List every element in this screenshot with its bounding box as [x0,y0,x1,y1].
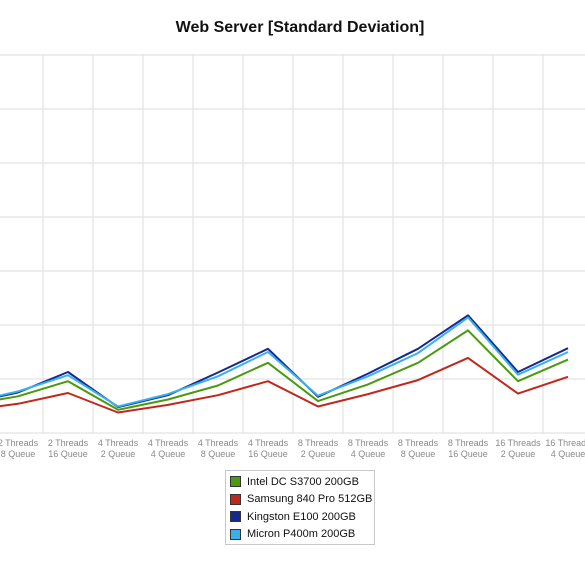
series-lines [0,314,569,414]
legend: Intel DC S3700 200GB Samsung 840 Pro 512… [225,470,375,545]
x-tick-label: 8 Threads [348,438,389,448]
x-tick-label: 16 Threads [545,438,585,448]
x-tick-label: 8 Queue [401,449,436,459]
legend-swatch [230,476,241,488]
legend-label: Micron P400m 200GB [247,528,356,541]
x-tick-label: 16 Threads [495,438,541,448]
legend-item: Micron P400m 200GB [230,526,374,544]
x-tick-label: 4 Threads [248,438,289,448]
x-tick-label: 8 Threads [298,438,339,448]
x-tick-label: 4 Threads [98,438,139,448]
legend-swatch [230,493,241,505]
x-tick-label: 8 Queue [201,449,236,459]
x-tick-label: 2 Threads [48,438,89,448]
legend-label: Intel DC S3700 200GB [247,475,359,488]
grid [0,54,585,434]
x-tick-label: 2 Queue [101,449,136,459]
x-tick-label: 16 Queue [248,449,288,459]
legend-item: Intel DC S3700 200GB [230,473,374,491]
x-tick-label: 4 Threads [148,438,189,448]
x-tick-label: 16 Queue [448,449,488,459]
legend-swatch [230,511,241,523]
x-tick-label: 8 Threads [398,438,439,448]
x-tick-label: 8 Threads [448,438,489,448]
chart-title: Web Server [Standard Deviation] [175,19,425,36]
legend-item: Samsung 840 Pro 512GB [230,491,374,509]
x-tick-label: 2 Queue [301,449,336,459]
x-tick-label: 4 Queue [151,449,186,459]
legend-item: Kingston E100 200GB [230,508,374,526]
legend-swatch [230,528,241,540]
series-line [0,314,569,409]
x-tick-label: 2 Queue [501,449,536,459]
x-tick-label: 16 Queue [48,449,88,459]
x-tick-label: 4 Queue [551,449,585,459]
x-tick-label: 2 Threads [0,438,39,448]
legend-label: Kingston E100 200GB [247,510,356,523]
series-line [0,329,569,411]
x-tick-label: 4 Threads [198,438,239,448]
legend-label: Samsung 840 Pro 512GB [247,493,373,506]
x-tick-label: 8 Queue [1,449,36,459]
x-tick-label: 4 Queue [351,449,386,459]
